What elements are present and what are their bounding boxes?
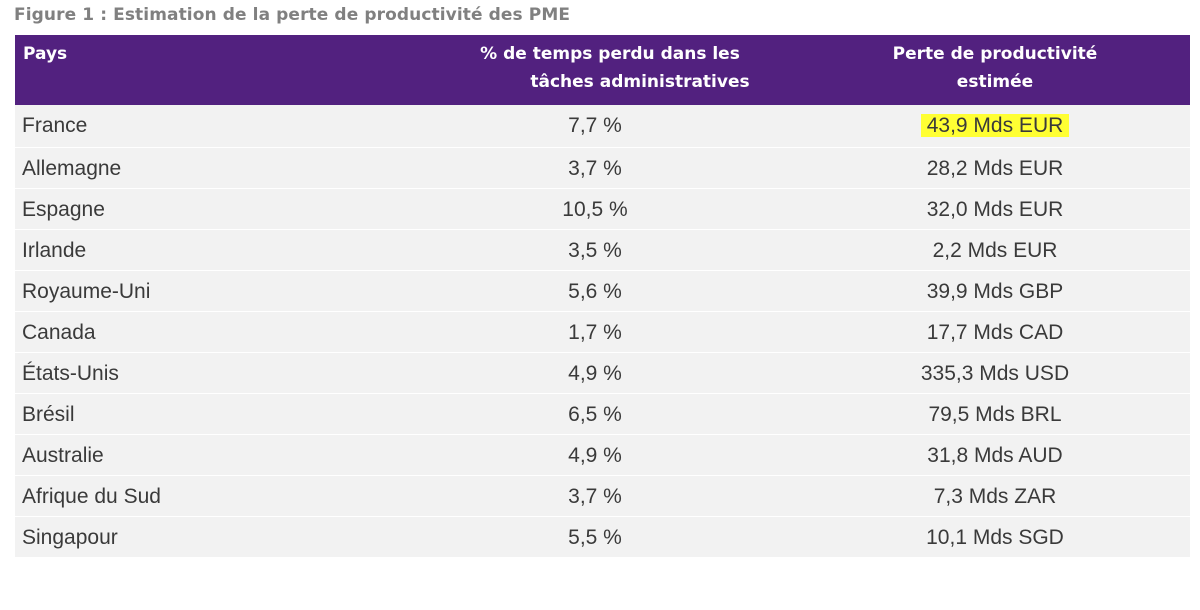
- cell-time-lost: 7,7 %: [568, 114, 622, 137]
- table-row: France 7,7 % 43,9 Mds EUR: [15, 105, 1190, 148]
- table-row: Canada 1,7 % 17,7 Mds CAD: [15, 312, 1190, 353]
- cell-productivity-loss: 79,5 Mds BRL: [928, 403, 1062, 426]
- cell-country: Royaume-Uni: [22, 280, 151, 303]
- cell-productivity-loss: 335,3 Mds USD: [920, 362, 1070, 385]
- highlighted-value: 43,9 Mds EUR: [920, 114, 1070, 137]
- cell-country: Australie: [22, 444, 104, 467]
- cell-country: France: [22, 114, 88, 137]
- cell-productivity-loss: 28,2 Mds EUR: [926, 157, 1064, 180]
- header-productivity-loss-line2: estimée: [956, 72, 1034, 92]
- cell-time-lost: 4,9 %: [568, 444, 622, 467]
- header-productivity-loss-line1: Perte de productivité: [892, 44, 1098, 64]
- table-row: Espagne 10,5 % 32,0 Mds EUR: [15, 189, 1190, 230]
- table-row: Royaume-Uni 5,6 % 39,9 Mds GBP: [15, 271, 1190, 312]
- cell-time-lost: 3,7 %: [568, 485, 622, 508]
- cell-country: Allemagne: [22, 157, 122, 180]
- cell-productivity-loss: 10,1 Mds SGD: [926, 526, 1064, 549]
- table-row: Australie 4,9 % 31,8 Mds AUD: [15, 435, 1190, 476]
- cell-productivity-loss: 2,2 Mds EUR: [932, 239, 1058, 262]
- cell-productivity-loss: 39,9 Mds GBP: [926, 280, 1064, 303]
- cell-country: Singapour: [22, 526, 118, 549]
- cell-country: Espagne: [22, 198, 105, 221]
- table-body: France 7,7 % 43,9 Mds EUR Allemagne 3,7 …: [15, 105, 1190, 558]
- figure-caption: Figure 1 : Estimation de la perte de pro…: [14, 5, 571, 25]
- header-time-lost-line2: tâches administratives: [530, 72, 750, 92]
- cell-time-lost: 6,5 %: [568, 403, 622, 426]
- cell-time-lost: 3,7 %: [568, 157, 622, 180]
- table-row: Afrique du Sud 3,7 % 7,3 Mds ZAR: [15, 476, 1190, 517]
- cell-time-lost: 1,7 %: [568, 321, 622, 344]
- table-row: Irlande 3,5 % 2,2 Mds EUR: [15, 230, 1190, 271]
- cell-productivity-loss: 32,0 Mds EUR: [926, 198, 1064, 221]
- cell-time-lost: 10,5 %: [562, 198, 628, 221]
- cell-time-lost: 4,9 %: [568, 362, 622, 385]
- table-header: Pays % de temps perdu dans les tâches ad…: [15, 35, 1190, 105]
- cell-productivity-loss: 17,7 Mds CAD: [926, 321, 1064, 344]
- table-row: Brésil 6,5 % 79,5 Mds BRL: [15, 394, 1190, 435]
- cell-productivity-loss: 7,3 Mds ZAR: [933, 485, 1057, 508]
- table-row: Allemagne 3,7 % 28,2 Mds EUR: [15, 148, 1190, 189]
- header-productivity-loss: Perte de productivité estimée: [855, 40, 1135, 96]
- cell-time-lost: 5,5 %: [568, 526, 622, 549]
- productivity-table: Pays % de temps perdu dans les tâches ad…: [15, 35, 1190, 558]
- header-country: Pays: [23, 44, 68, 64]
- cell-country: États-Unis: [22, 362, 119, 385]
- cell-country: Irlande: [22, 239, 87, 262]
- header-time-lost-line1: % de temps perdu dans les: [480, 44, 740, 64]
- table-row: États-Unis 4,9 % 335,3 Mds USD: [15, 353, 1190, 394]
- cell-productivity-loss: 43,9 Mds EUR: [855, 105, 1135, 146]
- cell-country: Brésil: [22, 403, 75, 426]
- cell-time-lost: 3,5 %: [568, 239, 622, 262]
- cell-country: Canada: [22, 321, 96, 344]
- cell-productivity-loss: 31,8 Mds AUD: [927, 444, 1063, 467]
- table-row: Singapour 5,5 % 10,1 Mds SGD: [15, 517, 1190, 558]
- cell-time-lost: 5,6 %: [568, 280, 622, 303]
- header-time-lost: % de temps perdu dans les tâches adminis…: [455, 40, 765, 96]
- cell-country: Afrique du Sud: [22, 485, 161, 508]
